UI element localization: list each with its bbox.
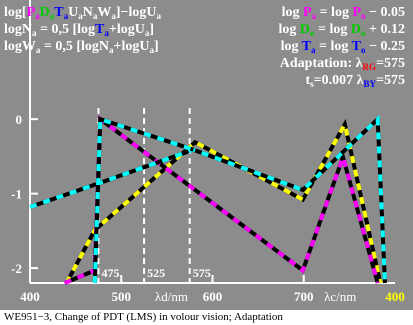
header-segment: =575 bbox=[376, 73, 405, 88]
header-segment: o bbox=[361, 11, 366, 21]
header-segment: a bbox=[104, 28, 109, 38]
header-segment: a bbox=[50, 11, 55, 21]
x-tick-label-extra: 400 bbox=[385, 289, 405, 304]
header-segment: a bbox=[150, 45, 155, 55]
header-segment: a bbox=[32, 28, 37, 38]
header-segment: T bbox=[302, 39, 312, 54]
y-tick-label: -1 bbox=[11, 187, 22, 202]
header-line: log Do = log Do + 0.12 bbox=[279, 22, 406, 38]
header-segment: logN bbox=[4, 22, 32, 37]
caption: WE951−3, Change of PDT (LMS) in volour v… bbox=[4, 311, 283, 323]
header-line: logWa = 0,5 [logNa+logUa] bbox=[4, 39, 159, 55]
header-segment: ] bbox=[149, 22, 154, 37]
header-segment: = log bbox=[315, 22, 351, 37]
header-segment: T bbox=[54, 5, 64, 20]
header-segment: BY bbox=[364, 79, 377, 89]
header-segment: = log bbox=[316, 39, 352, 54]
header-segment: a bbox=[145, 28, 150, 38]
header-segment: log bbox=[279, 22, 300, 37]
header-segment: a bbox=[93, 11, 98, 21]
header-line: log Ta = log To − 0.25 bbox=[281, 39, 405, 55]
marker-label: 525 bbox=[147, 266, 165, 280]
header-segment: P bbox=[352, 5, 361, 20]
header-segment: T bbox=[95, 22, 105, 37]
header-segment: D bbox=[300, 22, 310, 37]
header-segment: = 0,5 [logN bbox=[40, 39, 109, 54]
header-segment: s bbox=[310, 79, 314, 89]
header-segment: log bbox=[281, 39, 302, 54]
x-tick-label: 600 bbox=[203, 289, 223, 304]
header-segment: +logU bbox=[109, 22, 145, 37]
header-segment: log[ bbox=[4, 5, 27, 20]
header-line: logNa = 0,5 [logTa+logUa] bbox=[4, 22, 154, 38]
header-segment: o bbox=[361, 28, 366, 38]
header-segment: a bbox=[111, 11, 116, 21]
x-tick-label: 700 bbox=[294, 289, 314, 304]
header-segment: =575 bbox=[376, 56, 405, 71]
header-segment: o bbox=[310, 28, 315, 38]
series-line bbox=[92, 116, 194, 284]
header-segment: P bbox=[27, 5, 36, 20]
marker-label: 575 bbox=[193, 266, 211, 280]
header-segment: = 0,5 [log bbox=[37, 22, 96, 37]
header-segment: W bbox=[97, 5, 111, 20]
x-axis-label: λd/nm bbox=[155, 289, 188, 304]
header-line: log[PaDaTaUaNaWa]−logUa bbox=[4, 5, 162, 21]
header-segment: a bbox=[312, 11, 317, 21]
header-segment: =0.007 λ bbox=[314, 73, 364, 88]
header-segment: a bbox=[64, 11, 69, 21]
header-segment: logW bbox=[4, 39, 36, 54]
header-segment: ]−log bbox=[116, 5, 147, 20]
header-segment: + 0.12 bbox=[366, 22, 405, 37]
x-tick-label: 400 bbox=[20, 289, 40, 304]
header-segment: − 0.05 bbox=[366, 5, 405, 20]
header-segment: +logU bbox=[114, 39, 150, 54]
header-segment: ] bbox=[154, 39, 159, 54]
x-tick-label: 500 bbox=[112, 289, 132, 304]
header-segment: log bbox=[282, 5, 303, 20]
header-segment: D bbox=[351, 22, 361, 37]
header-segment: = log bbox=[316, 5, 352, 20]
series-line bbox=[63, 115, 380, 285]
y-tick-label: 0 bbox=[16, 112, 23, 127]
header-segment: U bbox=[146, 5, 156, 20]
header-segment: a bbox=[157, 11, 162, 21]
header-segment: a bbox=[311, 45, 316, 55]
header-segment: RG bbox=[363, 62, 377, 72]
header-segment: − 0.25 bbox=[366, 39, 405, 54]
series-line bbox=[29, 114, 387, 284]
y-tick-label: -2 bbox=[11, 261, 22, 276]
header-segment: a bbox=[78, 11, 83, 21]
header-segment: U bbox=[68, 5, 78, 20]
header-segment: a bbox=[35, 11, 40, 21]
header-segment: Adaptation: λ bbox=[280, 56, 363, 71]
marker-label: 475 bbox=[101, 266, 119, 280]
header-segment: o bbox=[361, 45, 366, 55]
header-segment: a bbox=[36, 45, 41, 55]
header-line: log Pa = log Po − 0.05 bbox=[282, 5, 405, 21]
header-line: Adaptation: λRG=575 bbox=[280, 56, 405, 72]
header-segment: N bbox=[83, 5, 93, 20]
header-segment: D bbox=[40, 5, 50, 20]
header-segment: a bbox=[109, 45, 114, 55]
header-segment: P bbox=[303, 5, 312, 20]
x-axis-label: λc/nm bbox=[324, 289, 356, 304]
header-segment: t bbox=[305, 73, 310, 88]
header-line: ts=0.007 λBY=575 bbox=[305, 73, 405, 89]
header-segment: T bbox=[352, 39, 362, 54]
